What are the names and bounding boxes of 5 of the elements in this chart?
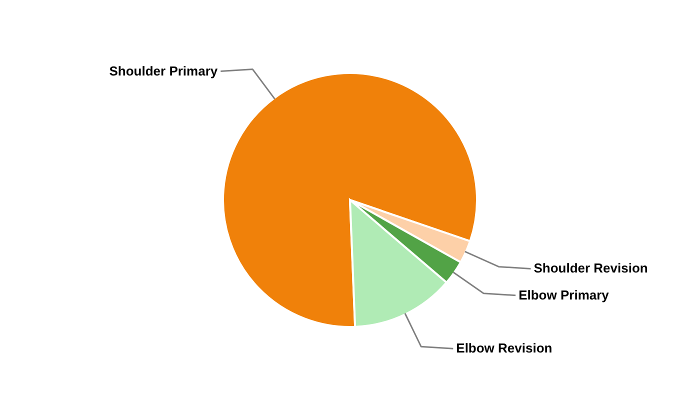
pie-slice (222, 72, 478, 328)
slice-label: Elbow Primary (518, 287, 610, 302)
slice-label: Elbow Revision (456, 340, 552, 356)
slice-label: Shoulder Primary (109, 63, 218, 78)
slice-label: Shoulder Revision (534, 260, 648, 276)
